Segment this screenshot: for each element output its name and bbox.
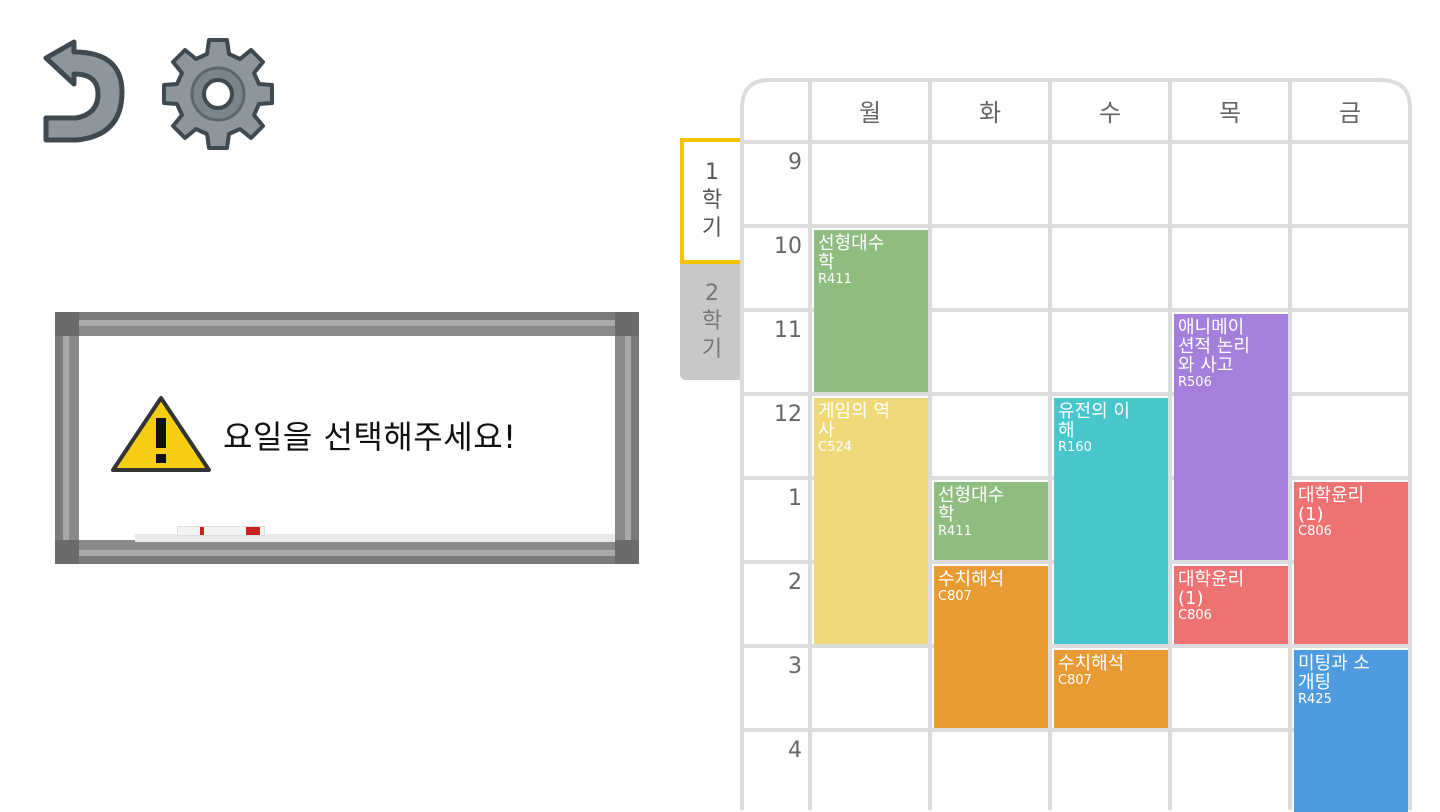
course-name: 애니메이	[1178, 317, 1245, 338]
semester-char: 기	[701, 337, 723, 362]
day-header: 월	[858, 98, 882, 127]
back-arrow-icon[interactable]	[36, 36, 132, 148]
course-room: C807	[1058, 673, 1092, 688]
day-header: 화	[978, 98, 1002, 127]
semester-number: 2	[705, 281, 719, 306]
course-room: C807	[938, 589, 972, 604]
course-name: 학	[938, 504, 955, 525]
marker-icon	[177, 526, 265, 536]
warning-message: 요일을 선택해주세요!	[223, 418, 517, 456]
course-name: 학	[818, 252, 835, 273]
course-name: 해	[1058, 420, 1075, 441]
course-block[interactable]: 선형대수 학 R411	[934, 482, 1048, 560]
course-room: C806	[1298, 524, 1332, 539]
course-block[interactable]: 수치해석 C807	[1054, 650, 1168, 728]
course-name: 대학윤리	[1178, 569, 1245, 590]
course-name: 션적 논리	[1178, 336, 1250, 357]
course-room: R425	[1298, 692, 1332, 707]
course-block[interactable]: 대학윤리 (1) C806	[1174, 566, 1288, 644]
warning-icon	[111, 396, 211, 472]
timetable: 월 화 수 목 금 9 10 11 12 1 2 3 4 선형대수 학 R411 게임의 역 사 C524 선형대수 학…	[740, 78, 1412, 812]
day-header: 금	[1338, 98, 1362, 127]
hour-label: 11	[774, 318, 802, 343]
semester-char: 학	[701, 309, 723, 334]
course-name: 개팅	[1298, 672, 1332, 693]
semester-number: 1	[705, 160, 719, 185]
hour-label: 2	[788, 570, 802, 595]
course-name: (1)	[1298, 504, 1324, 525]
course-room: R411	[818, 272, 852, 287]
course-name: 와 사고	[1178, 355, 1234, 376]
course-room: R506	[1178, 375, 1212, 390]
course-block[interactable]: 애니메이 션적 논리 와 사고 R506	[1174, 314, 1288, 560]
hour-label: 4	[788, 738, 802, 763]
course-block[interactable]: 미팅과 소 개팅 R425	[1294, 650, 1408, 812]
hour-label: 1	[788, 486, 802, 511]
course-name: 선형대수	[818, 233, 885, 254]
course-name: 사	[818, 420, 835, 441]
course-block[interactable]: 대학윤리 (1) C806	[1294, 482, 1408, 644]
course-room: C524	[818, 440, 852, 455]
semester-tab-1[interactable]: 1 학 기	[680, 138, 744, 264]
course-name: 게임의 역	[818, 401, 890, 422]
day-header: 목	[1218, 98, 1242, 127]
semester-tab-2[interactable]: 2 학 기	[680, 264, 744, 380]
semester-char: 기	[701, 216, 723, 241]
timetable-border	[740, 78, 1412, 810]
warning-dialog: 요일을 선택해주세요!	[55, 312, 639, 564]
course-name: (1)	[1178, 588, 1204, 609]
course-block[interactable]: 선형대수 학 R411	[814, 230, 928, 392]
gear-icon[interactable]	[160, 36, 276, 152]
board-tray	[135, 534, 615, 542]
day-header: 수	[1098, 98, 1122, 127]
course-name: 유전의 이	[1058, 401, 1130, 422]
hour-label: 3	[788, 654, 802, 679]
course-block[interactable]: 유전의 이 해 R160	[1054, 398, 1168, 644]
course-room: R411	[938, 524, 972, 539]
course-name: 수치해석	[1058, 653, 1125, 674]
course-room: R160	[1058, 440, 1092, 455]
course-room: C806	[1178, 608, 1212, 623]
hour-label: 12	[774, 402, 802, 427]
course-name: 대학윤리	[1298, 485, 1365, 506]
course-name: 미팅과 소	[1298, 653, 1370, 674]
hour-label: 9	[788, 150, 802, 175]
course-name: 선형대수	[938, 485, 1005, 506]
hour-label: 10	[774, 234, 802, 259]
course-name: 수치해석	[938, 569, 1005, 590]
semester-char: 학	[701, 188, 723, 213]
course-block[interactable]: 게임의 역 사 C524	[814, 398, 928, 644]
course-block[interactable]: 수치해석 C807	[934, 566, 1048, 728]
